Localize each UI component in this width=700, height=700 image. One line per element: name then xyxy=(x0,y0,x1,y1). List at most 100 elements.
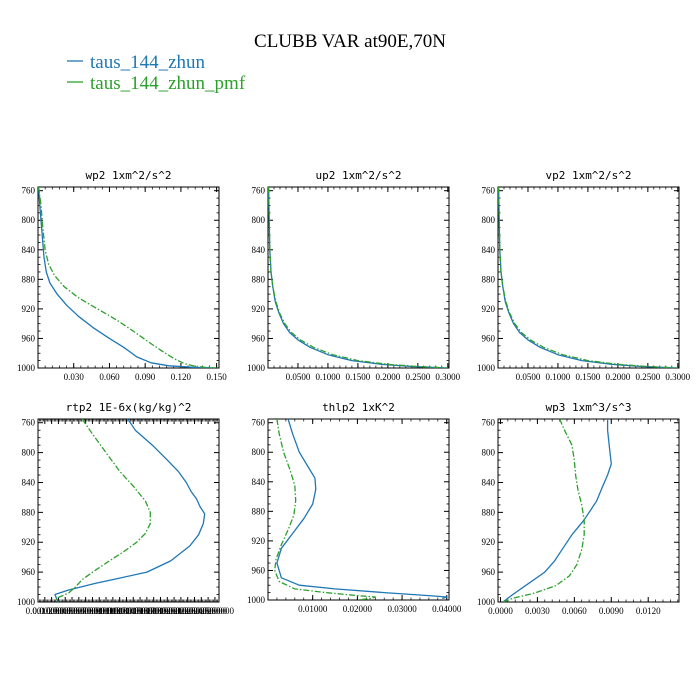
x-tick-label: 0.04000 xyxy=(432,604,462,614)
x-tick-label: 0.0150000 xyxy=(121,606,160,616)
x-tick-label: 0.03000 xyxy=(387,604,417,614)
x-tick-label: 0.0080000 xyxy=(73,606,112,616)
y-tick-label: 840 xyxy=(482,477,496,487)
y-tick-label: 960 xyxy=(482,333,496,343)
panel-title: rtp2 1E-6x(kg/kg)^2 xyxy=(66,401,192,414)
series-line-1 xyxy=(502,419,585,602)
y-tick-label: 1000 xyxy=(477,363,496,373)
x-tick-label: 0.150 xyxy=(206,372,227,382)
y-tick-label: 760 xyxy=(252,418,266,428)
panel-0: wp2 1xm^2/s^2 760 800 840 880 920 960 1000 0.030… xyxy=(17,169,227,382)
x-tick-label: 0.2000 xyxy=(375,372,400,382)
x-tick-label: 0.0060 xyxy=(562,606,587,616)
y-tick-label: 840 xyxy=(252,245,266,255)
legend-label-0: taus_144_zhun xyxy=(90,52,206,73)
y-tick-label: 880 xyxy=(22,507,36,517)
x-tick-label: 0.1500 xyxy=(346,372,371,382)
x-tick-label: 0.0210000 xyxy=(162,606,201,616)
x-tick-label: 0.0160000 xyxy=(128,606,167,616)
x-tick-label: 0.0500 xyxy=(286,372,311,382)
figure-title: CLUBB VAR at90E,70N xyxy=(254,31,446,52)
y-tick-label: 840 xyxy=(22,477,36,487)
y-tick-label: 880 xyxy=(482,274,496,284)
x-tick-label: 0.0250000 xyxy=(189,606,228,616)
y-tick-label: 920 xyxy=(482,304,496,314)
y-tick-label: 1000 xyxy=(477,597,496,607)
x-tick-label: 0.0180000 xyxy=(141,606,180,616)
x-tick-label: 0.0130000 xyxy=(107,606,146,616)
y-tick-label: 960 xyxy=(252,333,266,343)
y-tick-label: 800 xyxy=(252,447,266,457)
y-tick-label: 920 xyxy=(252,536,266,546)
x-tick-label: 0.02000 xyxy=(343,604,373,614)
x-tick-label: 0.0220000 xyxy=(169,606,208,616)
series-line-1 xyxy=(498,187,678,368)
plot-frame xyxy=(497,186,680,369)
x-tick-label: 0.0110000 xyxy=(94,606,132,616)
x-tick-label: 0.0190000 xyxy=(148,606,187,616)
series-line-0 xyxy=(38,187,217,368)
plot-frame xyxy=(267,186,450,369)
series-line-1 xyxy=(38,187,217,368)
plot-frame xyxy=(497,418,680,603)
y-tick-label: 800 xyxy=(482,448,496,458)
y-tick-label: 800 xyxy=(482,215,496,225)
x-tick-label: 0.0010000 xyxy=(26,606,65,616)
x-tick-label: 0.060 xyxy=(99,372,120,382)
panel-title: wp3 1xm^3/s^3 xyxy=(545,401,631,414)
series-line-0 xyxy=(268,187,448,368)
panel-title: up2 1xm^2/s^2 xyxy=(315,169,401,182)
x-tick-label: 0.0090000 xyxy=(80,606,119,616)
y-tick-label: 760 xyxy=(22,418,36,428)
x-tick-label: 0.120 xyxy=(171,372,192,382)
x-tick-label: 0.0030 xyxy=(525,606,550,616)
y-tick-label: 960 xyxy=(482,567,496,577)
x-tick-label: 0.2500 xyxy=(635,372,660,382)
x-tick-label: 0.2500 xyxy=(405,372,430,382)
panel-4: thlp2 1xK^2 760 800 840 880 920 960 1000 0.01000… xyxy=(247,401,462,614)
panel-2: vp2 1xm^2/s^2 760 800 840 880 920 960 1000 0.050… xyxy=(477,169,691,382)
x-tick-label: 0.0020000 xyxy=(32,606,71,616)
panel-3: rtp2 1E-6x(kg/kg)^2 760 800 840 880 920 960 100… xyxy=(17,401,235,616)
y-tick-label: 920 xyxy=(252,304,266,314)
x-tick-label: 0.0260000 xyxy=(196,606,235,616)
y-tick-label: 920 xyxy=(22,537,36,547)
y-tick-label: 1000 xyxy=(17,363,36,373)
legend-label-1: taus_144_zhun_pmf xyxy=(90,73,246,94)
panel-title: wp2 1xm^2/s^2 xyxy=(85,169,171,182)
y-tick-label: 920 xyxy=(22,304,36,314)
y-tick-label: 1000 xyxy=(247,595,266,605)
plot-frame xyxy=(37,418,220,603)
panel-1: up2 1xm^2/s^2 760 800 840 880 920 960 1000 0.050… xyxy=(247,169,461,382)
x-tick-label: 0.090 xyxy=(135,372,156,382)
x-tick-label: 0.0120000 xyxy=(101,606,140,616)
series-line-1 xyxy=(268,187,448,368)
x-tick-label: 0.0200000 xyxy=(155,606,194,616)
x-tick-label: 0.2000 xyxy=(605,372,630,382)
y-tick-label: 1000 xyxy=(17,597,36,607)
x-tick-label: 0.3000 xyxy=(435,372,460,382)
x-tick-label: 0.0100000 xyxy=(87,606,126,616)
series-line-1 xyxy=(55,419,151,602)
x-tick-label: 0.01000 xyxy=(298,604,328,614)
x-tick-label: 0.0040000 xyxy=(46,606,85,616)
x-tick-label: 0.0140000 xyxy=(114,606,153,616)
y-tick-label: 960 xyxy=(22,567,36,577)
x-tick-label: 0.0240000 xyxy=(182,606,221,616)
panel-title: thlp2 1xK^2 xyxy=(322,401,395,414)
y-tick-label: 880 xyxy=(252,274,266,284)
y-tick-label: 800 xyxy=(22,215,36,225)
y-tick-label: 840 xyxy=(482,245,496,255)
x-tick-label: 0.0070000 xyxy=(67,606,106,616)
x-tick-label: 0.0090 xyxy=(599,606,624,616)
x-tick-label: 0.0060000 xyxy=(60,606,99,616)
panel-title: vp2 1xm^2/s^2 xyxy=(545,169,631,182)
x-tick-label: 0.0000 xyxy=(488,606,513,616)
x-tick-label: 0.0170000 xyxy=(135,606,174,616)
y-tick-label: 1000 xyxy=(247,363,266,373)
series-line-0 xyxy=(502,419,612,602)
y-tick-label: 880 xyxy=(252,506,266,516)
series-line-0 xyxy=(276,419,448,600)
x-tick-label: 0.0120 xyxy=(636,606,661,616)
